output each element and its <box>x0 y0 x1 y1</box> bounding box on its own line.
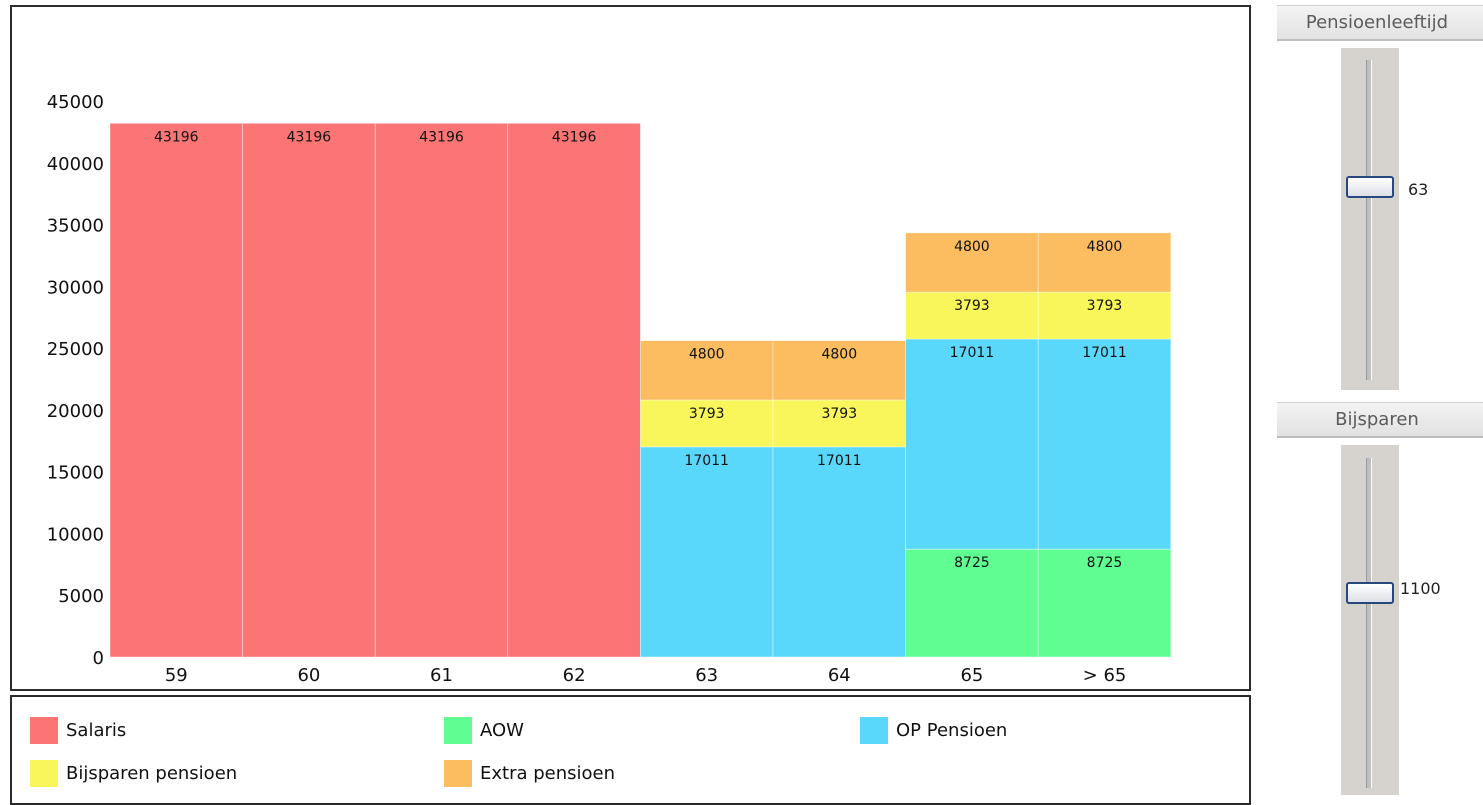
bar-segment <box>905 232 1039 293</box>
pensioenleeftijd-value: 63 <box>1408 180 1429 199</box>
x-tick-label: 64 <box>828 665 851 686</box>
bar-segment <box>1037 548 1172 658</box>
bar-segment <box>1037 291 1172 340</box>
bar-segment <box>640 340 774 401</box>
data-label: 4800 <box>821 347 857 363</box>
pensioenleeftijd-slider-track <box>1366 60 1372 380</box>
data-label: 4800 <box>1087 239 1123 255</box>
data-label: 43196 <box>154 129 199 145</box>
x-tick-label: 65 <box>960 665 983 686</box>
legend-label: Bijsparen pensioen <box>66 763 238 784</box>
chart-panel: 0 5000 10000 15000 20000 25000 30000 35000 40000… <box>10 5 1251 691</box>
y-tick-label: 15000 <box>47 463 104 484</box>
y-tick-label: 5000 <box>58 586 104 607</box>
legend-swatch <box>860 717 888 744</box>
legend-item-bijsparen-pensioen: Bijsparen pensioen <box>30 760 237 787</box>
data-label: 43196 <box>419 129 464 145</box>
bar-segment <box>772 340 907 401</box>
data-label: 4800 <box>689 347 725 363</box>
bar-segment <box>905 291 1039 340</box>
bar-segment <box>640 399 774 448</box>
legend-label: OP Pensioen <box>896 720 1008 741</box>
x-tick-label: > 65 <box>1083 665 1127 686</box>
data-label: 8725 <box>1087 555 1123 571</box>
bar-segment <box>374 122 509 658</box>
x-tick-label: 60 <box>297 665 320 686</box>
pensioenleeftijd-title: Pensioenleeftijd <box>1305 12 1449 33</box>
legend-swatch <box>30 717 58 744</box>
bijsparen-slider-thumb[interactable] <box>1346 582 1394 604</box>
y-tick-label: 30000 <box>47 277 104 298</box>
bar-segment <box>905 548 1039 658</box>
data-label: 17011 <box>817 453 862 469</box>
legend-item-op-pensioen: OP Pensioen <box>860 717 1007 744</box>
data-label: 17011 <box>684 453 729 469</box>
bar-segment <box>242 122 376 658</box>
bar-segment <box>640 446 774 658</box>
legend-label: Salaris <box>66 720 127 741</box>
data-label: 17011 <box>1082 345 1127 361</box>
y-tick-label: 25000 <box>47 339 104 360</box>
bijsparen-value: 1100 <box>1400 579 1441 598</box>
bar-segment <box>905 338 1039 550</box>
stacked-bar-chart: 0 5000 10000 15000 20000 25000 30000 35000 40000… <box>47 92 1172 686</box>
x-tick-label: 61 <box>430 665 453 686</box>
legend-swatch <box>30 760 58 787</box>
legend-item-extra-pensioen: Extra pensioen <box>444 760 615 787</box>
data-label: 3793 <box>689 406 725 422</box>
legend-swatch <box>444 717 472 744</box>
y-tick-label: 0 <box>93 648 104 669</box>
y-tick-label: 20000 <box>47 401 104 422</box>
legend-item-aow: AOW <box>444 717 524 744</box>
bar-segment <box>507 122 641 658</box>
bar-segment <box>1037 232 1172 293</box>
pensioenleeftijd-header: Pensioenleeftijd <box>1277 5 1483 41</box>
data-label: 8725 <box>954 555 990 571</box>
y-tick-label: 45000 <box>47 92 104 113</box>
y-tick-label: 40000 <box>47 154 104 175</box>
x-tick-label: 62 <box>563 665 586 686</box>
bar-segment <box>772 446 907 658</box>
legend-item-salaris: Salaris <box>30 717 126 744</box>
pensioenleeftijd-slider-thumb[interactable] <box>1346 176 1394 198</box>
data-label: 3793 <box>954 298 990 314</box>
legend-swatch <box>444 760 472 787</box>
bar-segment <box>109 122 244 658</box>
legend-label: AOW <box>480 720 524 741</box>
x-tick-label: 59 <box>165 665 188 686</box>
data-label: 17011 <box>950 345 995 361</box>
x-tick-label: 63 <box>695 665 718 686</box>
data-label: 43196 <box>287 129 332 145</box>
legend-label: Extra pensioen <box>480 763 616 784</box>
bijsparen-title: Bijsparen <box>1335 409 1419 430</box>
bijsparen-slider-track <box>1366 458 1372 788</box>
data-label: 4800 <box>954 239 990 255</box>
bijsparen-header: Bijsparen <box>1277 402 1483 438</box>
data-label: 43196 <box>552 129 597 145</box>
y-tick-label: 35000 <box>47 216 104 237</box>
data-label: 3793 <box>1087 298 1123 314</box>
bar-segment <box>1037 338 1172 550</box>
legend-panel: Salaris AOW OP Pensioen Bijsparen pensio… <box>10 695 1251 805</box>
data-label: 3793 <box>821 406 857 422</box>
y-tick-label: 10000 <box>47 524 104 545</box>
